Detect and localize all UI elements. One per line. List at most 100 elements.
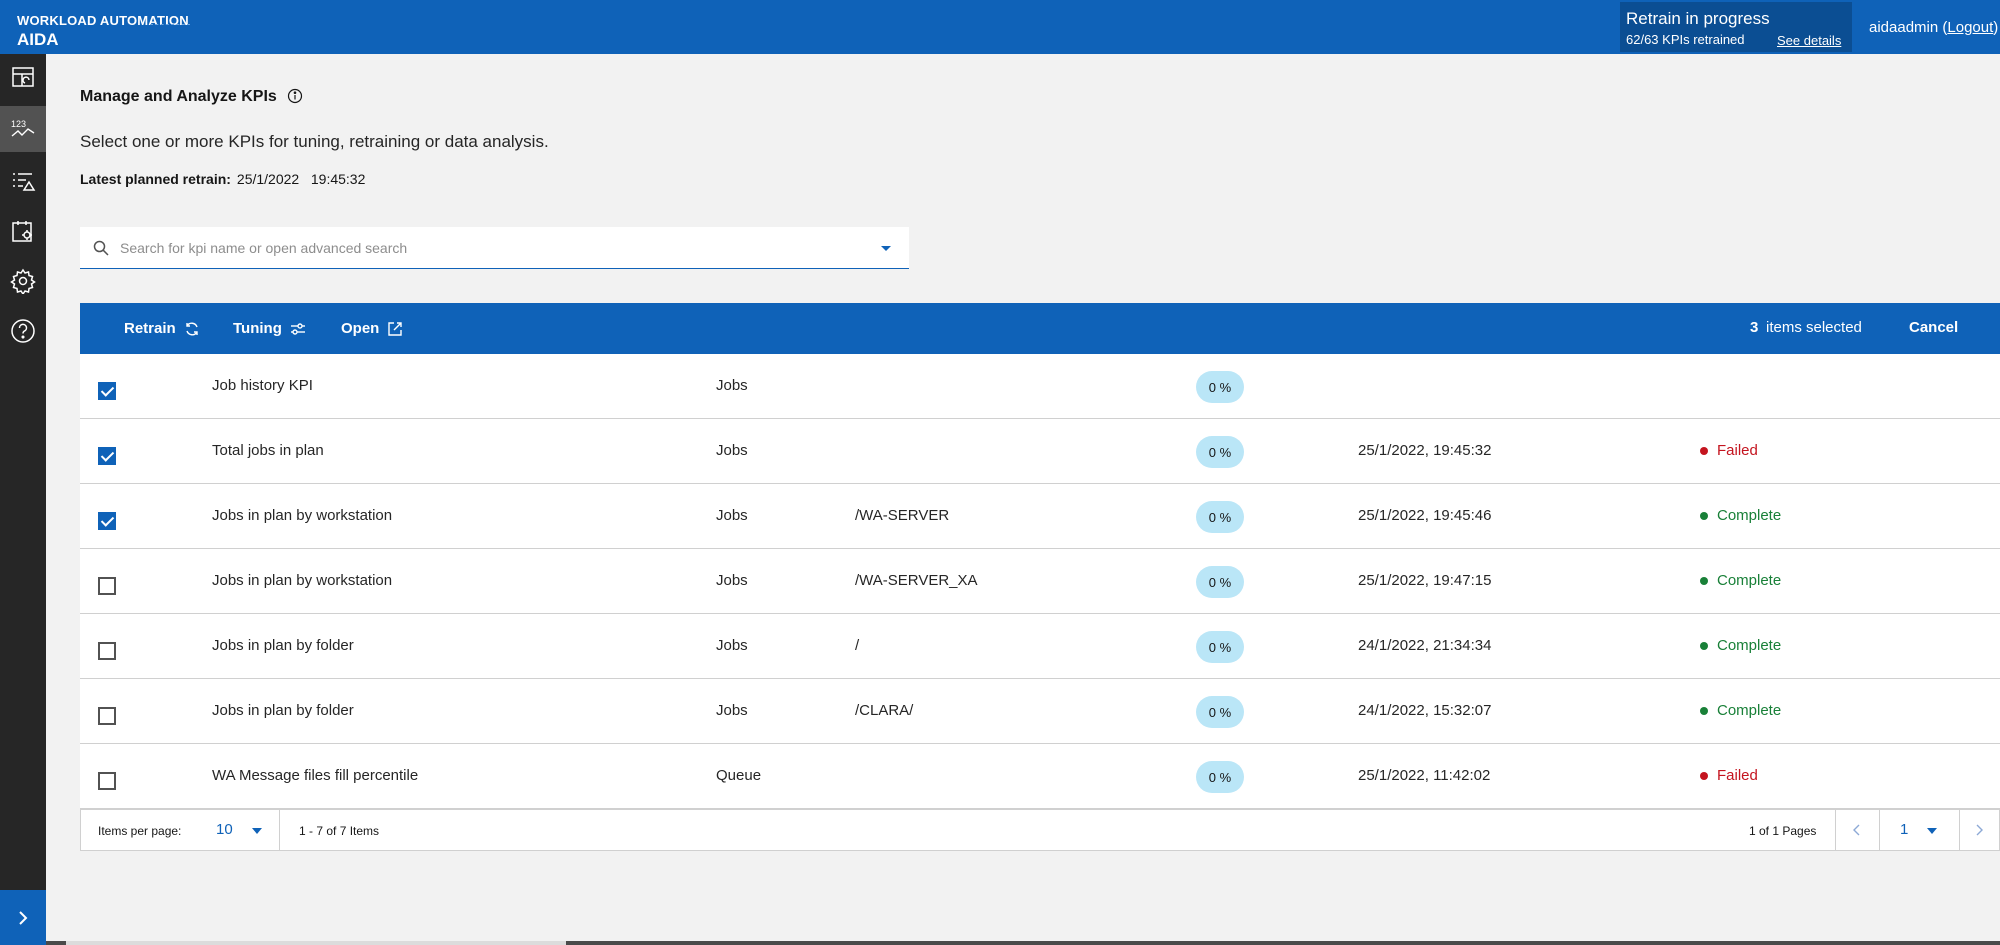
- row-checkbox[interactable]: [98, 772, 116, 790]
- retrain-button[interactable]: Retrain: [124, 303, 200, 354]
- nav-alerts-list[interactable]: [0, 158, 46, 204]
- kpi-resource: /: [855, 637, 860, 654]
- row-checkbox[interactable]: [98, 577, 116, 595]
- username: aidaadmin: [1869, 19, 1939, 36]
- kpi-percent-tag: 0 %: [1196, 566, 1244, 598]
- brand-product-line: WORKLOAD AUTOMATION: [17, 13, 189, 28]
- info-icon[interactable]: [287, 88, 303, 104]
- selected-text: items selected: [1766, 319, 1862, 336]
- caret-down-icon[interactable]: [251, 826, 263, 836]
- kpi-last-retrain-date: 25/1/2022, 19:45:32: [1358, 442, 1492, 459]
- chevron-left-icon[interactable]: [1849, 822, 1865, 838]
- cancel-button[interactable]: Cancel: [1909, 319, 1959, 336]
- planned-retrain-value: 25/1/2022 19:45:32: [236, 171, 366, 187]
- help-icon: [11, 319, 35, 343]
- nav-help[interactable]: [0, 308, 46, 354]
- pagination-divider: [1879, 810, 1880, 850]
- kpi-category: Jobs: [716, 702, 748, 719]
- kpi-category: Queue: [716, 767, 762, 784]
- page-title: Manage and Analyze KPIs: [80, 88, 277, 105]
- kpi-name: Jobs in plan by folder: [212, 702, 354, 719]
- row-checkbox[interactable]: [98, 707, 116, 725]
- items-per-page-select[interactable]: 10: [216, 821, 233, 838]
- table-row[interactable]: Total jobs in plan Jobs 25/1/2022, 19:45:3…: [80, 419, 2000, 484]
- kpi-category: Jobs: [716, 377, 748, 394]
- open-button-label: Open: [341, 320, 380, 337]
- kpi-icon: 123: [11, 119, 35, 137]
- caret-down-icon[interactable]: [1926, 826, 1938, 836]
- kpi-status: Failed: [1700, 442, 1758, 459]
- left-navigation: 123: [0, 54, 46, 945]
- alerts-list-icon: [13, 173, 36, 191]
- items-range: 1 - 7 of 7 Items: [299, 824, 380, 838]
- table-row[interactable]: Jobs in plan by workstation Jobs/WA-SERVE…: [80, 484, 2000, 549]
- kpi-category: Jobs: [716, 637, 748, 654]
- kpi-last-retrain-date: 25/1/2022, 19:47:15: [1358, 572, 1492, 589]
- open-button[interactable]: Open: [341, 303, 403, 354]
- logout-link[interactable]: Logout: [1947, 19, 1994, 36]
- nav-kpi[interactable]: 123: [0, 106, 46, 152]
- page-select[interactable]: 1: [1900, 821, 1909, 838]
- status-dot-icon: [1700, 771, 1708, 780]
- nav-expand-button[interactable]: [0, 890, 46, 945]
- kpi-last-retrain-date: 24/1/2022, 21:34:34: [1358, 637, 1492, 654]
- kpi-percent-tag: 0 %: [1196, 696, 1244, 728]
- tuning-button[interactable]: Tuning: [233, 303, 306, 354]
- kpi-status: Complete: [1700, 507, 1781, 524]
- kpi-name: WA Message files fill percentile: [212, 767, 419, 784]
- kpi-status-label: Complete: [1717, 702, 1782, 719]
- pagination-divider: [279, 810, 280, 850]
- kpi-resource: /WA-SERVER_XA: [855, 572, 978, 589]
- kpi-search: [80, 227, 909, 269]
- retrain-status-panel: Retrain in progress 62/63 KPIs retrained…: [1620, 2, 1852, 52]
- chevron-right-icon: [19, 910, 28, 925]
- window-bottom-edge: [46, 941, 2000, 945]
- kpi-status-label: Complete: [1717, 507, 1782, 524]
- tuning-button-label: Tuning: [233, 320, 282, 337]
- table-row[interactable]: Jobs in plan by workstation Jobs/WA-SERVE…: [80, 549, 2000, 614]
- row-checkbox[interactable]: [98, 447, 116, 465]
- kpi-name: Jobs in plan by workstation: [212, 572, 393, 589]
- row-checkbox[interactable]: [98, 512, 116, 530]
- kpi-percent-tag: 0 %: [1196, 761, 1244, 793]
- top-header: WORKLOAD AUTOMATION AIDA Retrain in prog…: [0, 0, 2000, 54]
- kpi-status: Failed: [1700, 767, 1758, 784]
- pagination-divider: [1959, 810, 1960, 850]
- status-dot-icon: [1700, 641, 1708, 650]
- nav-calendar-settings[interactable]: [0, 208, 46, 254]
- planned-retrain-label: Latest planned retrain:: [80, 171, 231, 187]
- kpi-percent-tag: 0 %: [1196, 371, 1244, 403]
- row-checkbox[interactable]: [98, 642, 116, 660]
- calendar-settings-icon: [12, 221, 32, 242]
- kpi-status: Complete: [1700, 572, 1781, 589]
- logout-paren-close: ): [1993, 19, 1999, 36]
- retrain-status-count: 62/63 KPIs retrained: [1626, 32, 1745, 47]
- kpi-name: Jobs in plan by workstation: [212, 507, 393, 524]
- brand-product-name: AIDA: [17, 30, 59, 49]
- kpi-resource: /CLARA/: [855, 702, 914, 719]
- status-dot-icon: [1700, 446, 1708, 455]
- kpi-last-retrain-date: 24/1/2022, 15:32:07: [1358, 702, 1492, 719]
- retrain-button-label: Retrain: [124, 320, 176, 337]
- kpi-status: Complete: [1700, 637, 1781, 654]
- nav-settings[interactable]: [0, 258, 46, 304]
- nav-dashboard[interactable]: [0, 54, 46, 100]
- table-row[interactable]: Jobs in plan by folder Jobs / 24/1/2022, 21…: [80, 614, 2000, 679]
- see-details-link[interactable]: See details: [1777, 33, 1842, 48]
- kpi-category: Jobs: [716, 442, 748, 459]
- chevron-right-icon[interactable]: [1971, 822, 1987, 838]
- table-row[interactable]: Jobs in plan by folder Jobs/CLARA/24/1/20…: [80, 679, 2000, 744]
- logout-paren-open: (: [1938, 19, 1948, 36]
- search-input[interactable]: [120, 227, 860, 268]
- latest-planned-retrain: Latest planned retrain: 25/1/2022 19:45:3…: [80, 171, 365, 187]
- row-checkbox[interactable]: [98, 382, 116, 400]
- pages-count: 1 of 1 Pages: [1749, 824, 1817, 838]
- table-row[interactable]: Job history KPI Jobs 0 %: [80, 354, 2000, 419]
- window-bottom-segment: [66, 941, 566, 945]
- launch-icon: [388, 321, 403, 336]
- items-per-page-label: Items per page:: [98, 824, 182, 838]
- table-row[interactable]: WA Message files fill percentile Queue 25/…: [80, 744, 2000, 809]
- caret-down-icon[interactable]: [880, 242, 892, 254]
- kpi-status-label: Failed: [1717, 767, 1758, 784]
- gear-icon: [10, 268, 36, 294]
